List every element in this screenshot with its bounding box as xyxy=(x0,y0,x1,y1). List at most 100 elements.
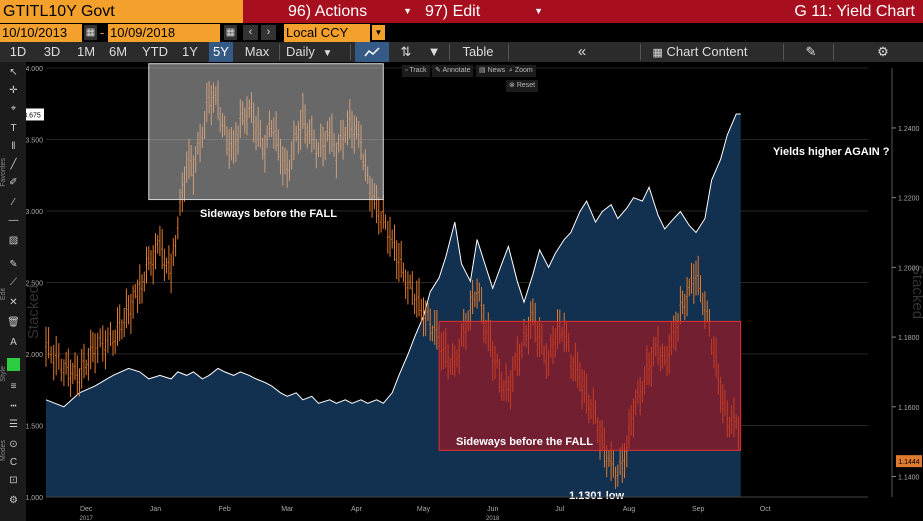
period-1y[interactable]: 1Y xyxy=(182,44,198,59)
period-1d[interactable]: 1D xyxy=(9,44,27,59)
sideways-box-gray xyxy=(148,63,384,201)
edit-pencil-icon[interactable]: ✎ xyxy=(805,44,817,59)
calendar-icon[interactable]: ▦ xyxy=(84,25,97,40)
favorites-section-label: Favorites xyxy=(0,158,7,187)
left-axis-tick-label: 3.000 xyxy=(26,209,43,216)
left-axis-tick-label: 2.000 xyxy=(26,352,43,359)
mode-icon[interactable]: C xyxy=(9,457,18,468)
x-axis-tick-label: May xyxy=(417,506,431,513)
right-axis-tick-label: 1.1600 xyxy=(898,405,920,412)
x-axis-tick-label: Mar xyxy=(281,506,294,513)
trend-line-icon[interactable]: ╱ xyxy=(10,159,17,170)
period-6m[interactable]: 6M xyxy=(108,44,128,59)
pencil-icon[interactable]: ✎ xyxy=(9,259,18,270)
zoom-button[interactable]: ⌕ Zoom xyxy=(506,65,536,77)
frequency-select[interactable]: Daily ▼ xyxy=(283,42,343,62)
select-icon[interactable]: ⌖ xyxy=(10,103,17,114)
period-max[interactable]: Max xyxy=(244,44,270,59)
actions-menu-button[interactable]: 96) Actions ▼ xyxy=(288,0,418,23)
right-axis-tick-label: 1.1400 xyxy=(898,474,920,481)
pen-icon[interactable]: ✐ xyxy=(9,177,18,188)
track-button[interactable]: ▫ Track xyxy=(402,65,430,77)
date-bar: 10/10/2013 ▦ - 10/09/2018 ▦ ‹ › Local CC… xyxy=(0,23,923,42)
ruler-icon[interactable]: ⟋ xyxy=(10,277,17,288)
color-swatch-icon[interactable] xyxy=(7,358,20,371)
trash-icon[interactable]: 🗑 xyxy=(7,317,20,328)
annotation-gray-label: Sideways before the FALL xyxy=(200,208,337,220)
actions-label: 96) Actions xyxy=(288,3,368,20)
stacked-watermark-left: Stacked xyxy=(26,285,42,339)
annotation-red-label: Sideways before the FALL xyxy=(456,436,593,448)
channel-icon[interactable]: ▨ xyxy=(8,235,19,246)
reset-button[interactable]: ⊗ Reset xyxy=(506,80,539,92)
chevron-down-icon[interactable]: ▼ xyxy=(427,44,441,59)
magnet-icon[interactable]: ⊙ xyxy=(9,439,18,450)
right-last-value: 1.1444 xyxy=(898,459,920,466)
period-toolbar: 1D 3D 1M 6M YTD 1Y 5Y Max Daily ▼ ⇅ ▼ Ta… xyxy=(0,42,923,62)
annotation-yields-higher: Yields higher AGAIN ? xyxy=(773,146,890,158)
next-arrow-icon[interactable]: › xyxy=(261,25,276,40)
left-axis: 4.000 3.500 3.000 2.500 2.000 1.500 1.000 3.675 xyxy=(20,66,44,502)
top-bar: GTITL10Y Govt 96) Actions ▼ 97) Edit ▼ G… xyxy=(0,0,923,23)
zoom-icon: ⌕ xyxy=(509,67,515,74)
yield-chart: Stacked Stacked Sideways before the FALL Si… xyxy=(13,63,923,521)
style-section-label: Style xyxy=(0,366,7,382)
crosshair-icon[interactable]: ✛ xyxy=(9,85,18,96)
news-label: News xyxy=(487,67,506,74)
chart-content-button[interactable]: ▦ Chart Content xyxy=(640,42,760,62)
edit-menu-button[interactable]: 97) Edit ▼ xyxy=(425,0,549,23)
bar-style-icon[interactable]: ⇅ xyxy=(400,44,412,59)
horizontal-line-icon[interactable]: — xyxy=(8,215,19,226)
date-separator: - xyxy=(100,25,105,40)
x-axis-tick-label: Dec xyxy=(80,506,93,513)
x-axis-tick-label: Sep xyxy=(692,506,705,513)
lock-icon[interactable]: ⊡ xyxy=(9,475,18,486)
previous-arrow-icon[interactable]: ‹ xyxy=(243,25,258,40)
start-date-field[interactable]: 10/10/2013 xyxy=(0,24,82,42)
calendar-icon[interactable]: ▦ xyxy=(224,25,237,40)
left-axis-tick-label: 2.500 xyxy=(26,281,43,288)
news-icon: ▤ xyxy=(479,67,488,74)
settings-icon[interactable]: ⚙ xyxy=(9,495,18,506)
annotate-button[interactable]: ✎ Annotate xyxy=(432,65,474,77)
right-axis-tick-label: 1.1800 xyxy=(898,335,920,342)
gear-icon[interactable]: ⚙ xyxy=(877,44,889,59)
collapse-panel-button[interactable]: « xyxy=(577,43,587,60)
news-button[interactable]: ▤ News xyxy=(476,65,509,77)
edit-label: 97) Edit xyxy=(425,3,481,20)
table-button[interactable]: Table xyxy=(462,44,494,59)
grid-icon: ▦ xyxy=(652,47,663,59)
line-weight-icon[interactable]: ☰ xyxy=(9,419,18,430)
drawing-tools-panel: ↖ ✛ ⌖ T ‖ ╱ ✐ ⁄ — ▨ ✎ ⟋ ✕ 🗑 A ≡ ┅ ☰ ⊙ C … xyxy=(0,62,26,521)
dash-style-icon[interactable]: ┅ xyxy=(10,401,17,412)
right-axis-tick-label: 1.2400 xyxy=(898,126,920,133)
brush-icon[interactable]: ⁄ xyxy=(12,197,15,208)
cross-icon[interactable]: ✕ xyxy=(9,297,18,308)
text-icon[interactable]: T xyxy=(10,123,17,134)
x-axis-year-label: 2017 xyxy=(80,516,94,521)
end-date-field[interactable]: 10/09/2018 xyxy=(108,24,220,42)
ticker-field[interactable]: GTITL10Y Govt xyxy=(0,0,243,23)
track-label: Track xyxy=(409,67,427,74)
annotate-icon: ✎ xyxy=(435,67,443,74)
sideways-box-red xyxy=(438,320,742,451)
chevron-down-icon: ▼ xyxy=(403,6,412,16)
left-axis-tick-label: 1.000 xyxy=(26,495,43,502)
period-ytd[interactable]: YTD xyxy=(142,44,168,59)
period-5y[interactable]: 5Y xyxy=(209,42,233,62)
right-last-value-box xyxy=(896,455,922,468)
period-3d[interactable]: 3D xyxy=(43,44,61,59)
x-axis-tick-label: Apr xyxy=(351,506,363,513)
currency-select[interactable]: Local CCY xyxy=(284,24,370,42)
left-last-value: 3.675 xyxy=(26,112,41,119)
line-chart-icon[interactable] xyxy=(355,42,389,62)
period-1m[interactable]: 1M xyxy=(76,44,96,59)
x-axis-tick-label: Oct xyxy=(760,506,771,513)
cursor-icon[interactable]: ↖ xyxy=(9,67,18,78)
annotate-label: Annotate xyxy=(442,67,471,74)
line-style-icon[interactable]: ≡ xyxy=(10,381,17,392)
font-icon[interactable]: A xyxy=(10,337,17,348)
chevron-down-icon[interactable]: ▼ xyxy=(372,25,385,40)
left-axis-tick-label: 1.500 xyxy=(26,424,43,431)
fib-icon[interactable]: ‖ xyxy=(11,141,16,152)
